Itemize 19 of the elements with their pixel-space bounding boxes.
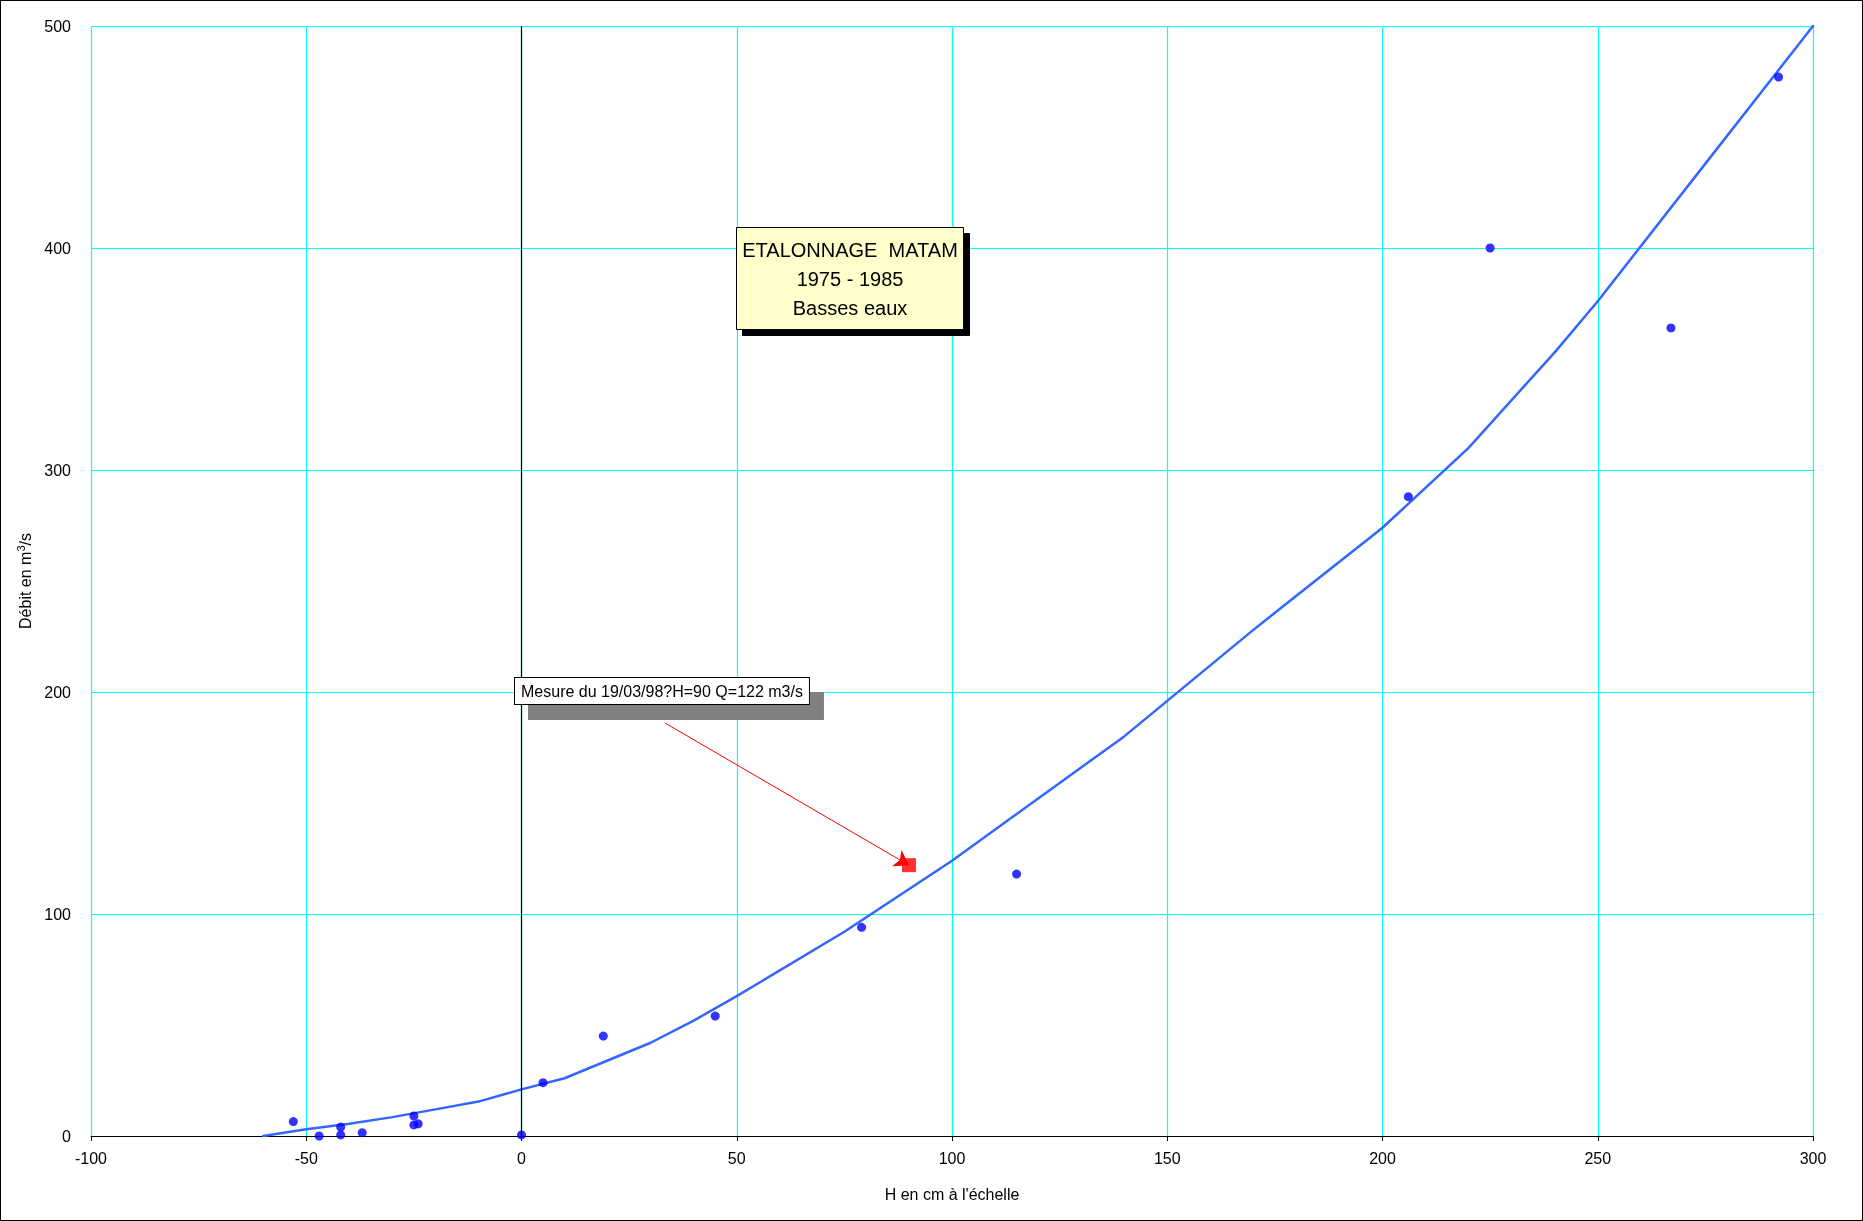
x-tick-label: 0 xyxy=(517,1149,527,1167)
y-tick-label: 0 xyxy=(62,1127,72,1145)
x-tick-label: 150 xyxy=(1153,1149,1181,1167)
x-tick-label: 100 xyxy=(938,1149,966,1167)
x-axis-title: H en cm à l'échelle xyxy=(884,1185,1020,1203)
text: ETALONNAGE MATAM 1975 - 1985 Basses eaux xyxy=(742,238,958,319)
x-tick-label: -50 xyxy=(294,1149,318,1167)
y-tick-label: 300 xyxy=(44,461,72,479)
x-tick-label: 250 xyxy=(1584,1149,1612,1167)
y-tick-label: 200 xyxy=(44,683,72,701)
y-tick-label: 500 xyxy=(44,17,72,35)
x-tick-label: 50 xyxy=(727,1149,746,1167)
y-axis-title: Débit en m3/s xyxy=(15,533,34,629)
y-tick-label: 100 xyxy=(44,905,72,923)
x-tick-label: 200 xyxy=(1369,1149,1396,1167)
y-tick-label: 400 xyxy=(44,239,72,257)
x-tick-label: 300 xyxy=(1799,1149,1827,1167)
annotation: Mesure du 19/03/98?H=90 Q=122 m3/s xyxy=(521,682,803,700)
x-tick-label: -100 xyxy=(74,1149,108,1167)
